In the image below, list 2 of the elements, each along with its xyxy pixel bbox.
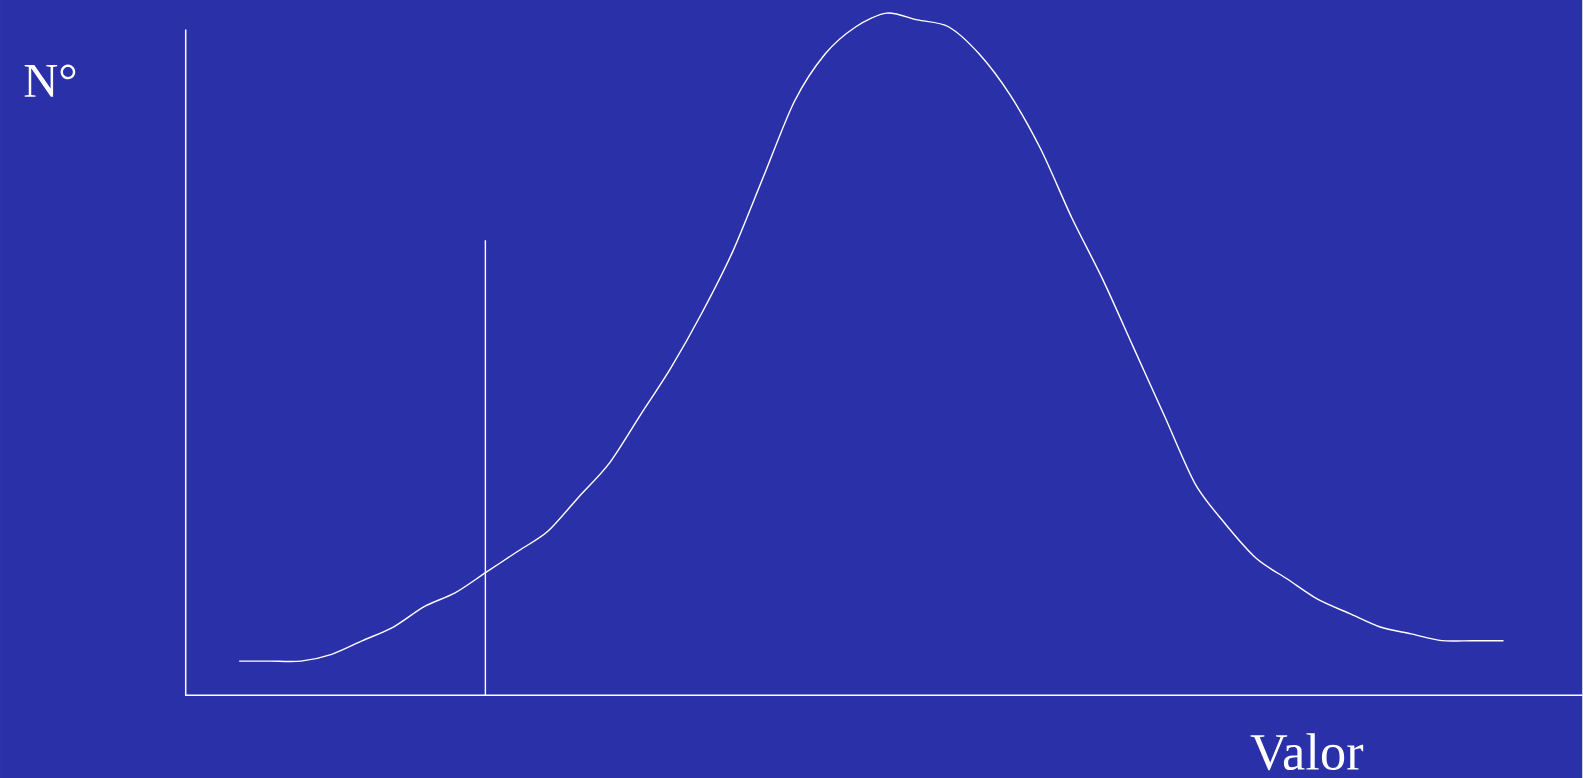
x-axis-title: Valor bbox=[1250, 733, 1364, 771]
y-axis-title: N° bbox=[24, 64, 76, 97]
